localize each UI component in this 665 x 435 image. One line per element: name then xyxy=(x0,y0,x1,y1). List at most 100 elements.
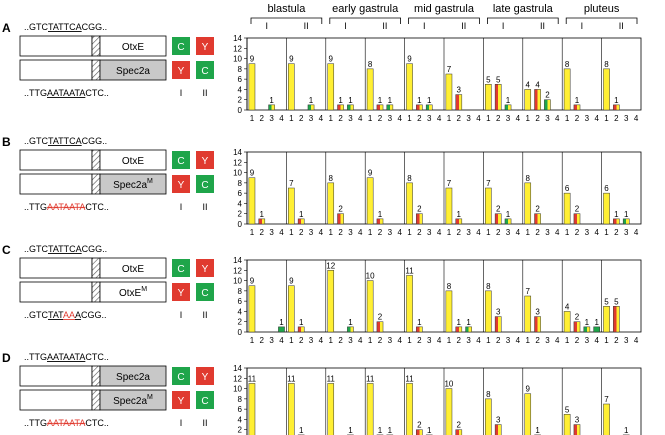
bar xyxy=(524,393,532,435)
bar xyxy=(465,326,472,333)
x-tick-label: 1 xyxy=(447,228,452,237)
x-tick-label: 3 xyxy=(545,114,550,123)
sample-numeral: II xyxy=(202,88,207,98)
x-tick-label: 1 xyxy=(368,228,373,237)
bar xyxy=(534,316,541,333)
x-tick-label: 3 xyxy=(466,228,471,237)
bar xyxy=(307,104,315,111)
construct-superscript: M xyxy=(141,286,147,293)
construct-hatch xyxy=(91,257,101,279)
bar-value-label: 8 xyxy=(604,60,609,69)
x-tick-label: 2 xyxy=(299,336,304,345)
reporter-letter: Y xyxy=(202,264,209,275)
bar xyxy=(416,326,423,333)
seq-suffix: CTC.. xyxy=(85,418,109,428)
y-tick-label: 14 xyxy=(233,148,242,157)
x-tick-label: 1 xyxy=(368,336,373,345)
bar xyxy=(366,68,374,111)
bar xyxy=(504,104,512,111)
x-tick-label: 4 xyxy=(594,114,599,123)
x-tick-label: 4 xyxy=(476,114,481,123)
bar-value-label: 1 xyxy=(348,426,353,435)
x-tick-label: 2 xyxy=(535,114,540,123)
bar-value-label: 5 xyxy=(614,297,619,306)
x-tick-label: 2 xyxy=(496,114,501,123)
sample-numeral: I xyxy=(180,88,183,98)
seq-prefix: ..TTG xyxy=(24,418,47,428)
y-tick-label: 0 xyxy=(238,106,243,115)
construct-superscript: M xyxy=(147,394,153,401)
y-tick-label: 12 xyxy=(233,374,242,383)
bar-value-label: 9 xyxy=(250,277,255,286)
bar xyxy=(573,424,581,435)
reporter-square-green xyxy=(172,259,190,277)
y-tick-label: 0 xyxy=(238,220,243,229)
reporter-letter: C xyxy=(201,180,208,191)
construct-hatch xyxy=(91,149,101,171)
top-sequence: ..GTCTATTCACGG.. xyxy=(24,22,107,32)
x-tick-label: 1 xyxy=(525,228,530,237)
reporter-letter: C xyxy=(177,42,184,53)
construct-top-label: Spec2a xyxy=(116,372,150,383)
x-tick-label: 1 xyxy=(407,336,412,345)
seq-suffix: CGG.. xyxy=(82,22,108,32)
construct-top-label: OtxE xyxy=(122,42,145,53)
reporter-square-red xyxy=(172,61,190,79)
x-tick-label: 4 xyxy=(279,228,284,237)
construct-hatch xyxy=(91,281,101,303)
sample-numeral: I xyxy=(180,418,183,428)
bar xyxy=(573,321,581,333)
bar xyxy=(337,104,344,111)
seq-site: TATTCA xyxy=(48,244,82,254)
bar-value-label: 7 xyxy=(447,65,452,74)
bar-value-label: 8 xyxy=(407,174,412,183)
stage-bracket xyxy=(565,17,638,24)
seq-prefix: ..TTG xyxy=(24,202,47,212)
bar xyxy=(603,68,610,111)
bar xyxy=(425,104,433,111)
x-tick-label: 1 xyxy=(447,114,452,123)
seq-suffix: CTC.. xyxy=(85,352,109,362)
construct-promoter xyxy=(19,149,93,171)
construct-top-label: OtxE xyxy=(122,264,145,275)
bar xyxy=(445,187,453,225)
x-tick-label: 4 xyxy=(437,336,442,345)
x-tick-label: 4 xyxy=(555,336,560,345)
x-tick-label: 1 xyxy=(250,336,255,345)
construct-enhancer xyxy=(99,59,167,81)
seq-suffix: CTC.. xyxy=(85,88,109,98)
x-tick-label: 3 xyxy=(624,228,629,237)
bottom-sequence: ..TTGAATAATACTC.. xyxy=(24,418,109,428)
y-tick-label: 10 xyxy=(233,385,242,394)
bar-value-label: 1 xyxy=(506,96,511,105)
x-tick-label: 1 xyxy=(250,228,255,237)
x-tick-label: 1 xyxy=(604,228,609,237)
bar-value-label: 2 xyxy=(417,421,422,430)
x-tick-label: 2 xyxy=(535,228,540,237)
seq-prefix: ..GTC xyxy=(24,22,48,32)
bar-value-label: 11 xyxy=(287,374,296,383)
y-tick-label: 10 xyxy=(233,169,242,178)
x-tick-label: 1 xyxy=(565,114,570,123)
x-tick-label: 3 xyxy=(348,336,353,345)
bar-value-label: 1 xyxy=(299,426,304,435)
bar xyxy=(248,383,256,435)
x-tick-label: 4 xyxy=(319,228,324,237)
y-tick-label: 12 xyxy=(233,266,242,275)
bar xyxy=(347,326,354,333)
x-tick-label: 4 xyxy=(634,114,639,123)
bar-value-label: 1 xyxy=(260,210,265,219)
replicate-label: II xyxy=(304,21,309,31)
y-tick-label: 4 xyxy=(238,415,243,424)
bar-value-label: 1 xyxy=(378,210,383,219)
x-tick-label: 2 xyxy=(417,336,422,345)
y-tick-label: 2 xyxy=(238,426,243,435)
bar xyxy=(268,104,275,111)
x-tick-label: 3 xyxy=(506,228,511,237)
x-tick-label: 1 xyxy=(486,114,491,123)
bar-value-label: 9 xyxy=(525,385,530,394)
bar xyxy=(376,218,384,225)
x-tick-label: 4 xyxy=(594,336,599,345)
